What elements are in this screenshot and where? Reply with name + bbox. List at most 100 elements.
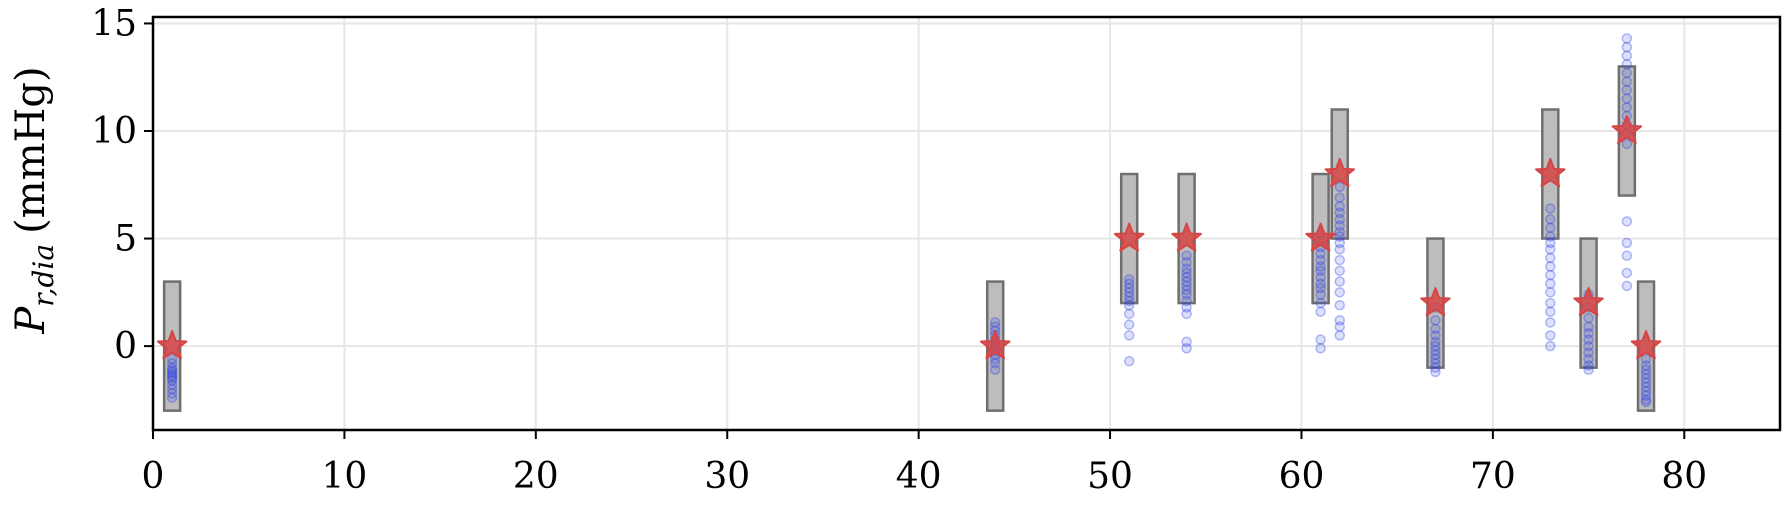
sample-point <box>1123 355 1135 367</box>
sample-point <box>166 383 178 395</box>
sample-point <box>1181 263 1192 274</box>
sample-point <box>1123 308 1135 320</box>
sample-point <box>1430 315 1441 326</box>
y-tick-label: 0 <box>114 326 137 367</box>
target-marker <box>156 330 188 360</box>
sample-point <box>1640 373 1652 384</box>
sample-point <box>1545 297 1556 309</box>
sample-point <box>1640 396 1652 408</box>
sample-point <box>1545 203 1556 214</box>
sample-point <box>1315 306 1326 317</box>
sample-point <box>989 317 1001 328</box>
x-tick-label: 30 <box>704 456 750 497</box>
sample-point <box>1315 265 1326 277</box>
sample-point <box>166 392 178 403</box>
sample-point <box>1545 306 1556 317</box>
sample-point <box>1545 231 1556 242</box>
sample-point <box>1181 276 1192 287</box>
target-marker <box>1305 222 1336 252</box>
y-axis-unit: (mmHg) <box>8 66 54 234</box>
sample-point <box>1545 330 1556 341</box>
sample-point <box>1334 220 1346 231</box>
sample-point <box>1334 265 1346 277</box>
sample-point <box>1640 377 1652 388</box>
sample-point <box>1640 390 1652 401</box>
sample-point <box>1545 252 1556 264</box>
sample-point <box>1315 282 1326 294</box>
sample-point <box>1545 269 1556 281</box>
sample-point <box>1545 317 1556 328</box>
sample-point <box>1583 312 1594 324</box>
sample-point <box>1640 353 1652 365</box>
sample-point <box>1123 295 1135 307</box>
sample-point <box>166 388 178 399</box>
sample-point <box>1181 250 1192 262</box>
sample-point <box>1181 343 1192 354</box>
sample-point <box>1181 295 1192 307</box>
sample-point <box>1640 364 1652 376</box>
sample-point <box>1334 201 1346 212</box>
sample-point <box>1181 267 1192 279</box>
sample-point <box>1430 358 1441 369</box>
sample-point <box>989 353 1001 365</box>
sample-point <box>1123 278 1135 289</box>
sample-point <box>1334 276 1346 287</box>
sample-point <box>1123 330 1135 341</box>
sample-point <box>1430 362 1441 373</box>
sample-point <box>1430 345 1441 356</box>
sample-point <box>166 362 178 373</box>
sample-point <box>166 370 178 382</box>
sample-point <box>1583 360 1594 371</box>
sample-point <box>1315 334 1326 345</box>
sample-point <box>1334 192 1346 203</box>
sample-point <box>1315 278 1326 289</box>
sample-point <box>1315 289 1326 300</box>
sample-point <box>1181 256 1192 268</box>
sample-point <box>1123 274 1135 285</box>
y-tick-label: 15 <box>91 3 137 44</box>
y-tick-label: 5 <box>114 219 137 260</box>
sample-point <box>1640 360 1652 371</box>
sample-point <box>1621 267 1633 279</box>
sample-point <box>1181 308 1192 320</box>
sample-point <box>1334 213 1346 225</box>
sample-point <box>1583 334 1594 345</box>
sample-point <box>1545 244 1556 255</box>
sample-point <box>166 368 178 380</box>
sample-point <box>1315 254 1326 266</box>
sample-point <box>1430 340 1441 352</box>
x-tick-label: 60 <box>1279 456 1325 497</box>
x-tick-label: 10 <box>322 456 368 497</box>
sample-point <box>166 379 178 391</box>
target-marker <box>1611 115 1643 145</box>
sample-point <box>1181 289 1192 300</box>
sample-point <box>1430 336 1441 348</box>
sample-point <box>1123 291 1135 302</box>
target-marker <box>1171 222 1202 252</box>
sample-point <box>1315 297 1326 309</box>
target-marker <box>1573 287 1604 317</box>
y-axis-subscript: r,dia <box>27 244 60 307</box>
x-tick-label: 70 <box>1470 456 1516 497</box>
sample-point <box>1621 102 1633 113</box>
target-marker <box>1420 287 1451 317</box>
x-tick-label: 50 <box>1087 456 1133 497</box>
sample-point <box>1621 216 1633 227</box>
sample-point <box>1621 84 1633 96</box>
sample-point <box>1334 226 1346 238</box>
sample-point <box>1123 287 1135 298</box>
sample-point <box>1621 237 1633 249</box>
sample-point <box>1621 33 1633 44</box>
sample-point <box>166 353 178 365</box>
plot-frame <box>151 15 1782 432</box>
sample-point <box>1181 272 1192 283</box>
sample-point <box>1545 340 1556 352</box>
sample-point <box>1545 237 1556 249</box>
sample-point <box>1640 386 1652 397</box>
sample-point <box>1315 248 1326 259</box>
sample-point <box>1621 50 1633 61</box>
target-marker <box>1535 158 1566 188</box>
target-marker <box>1113 222 1145 252</box>
sample-point <box>1181 280 1192 292</box>
target-markers <box>156 115 1662 360</box>
